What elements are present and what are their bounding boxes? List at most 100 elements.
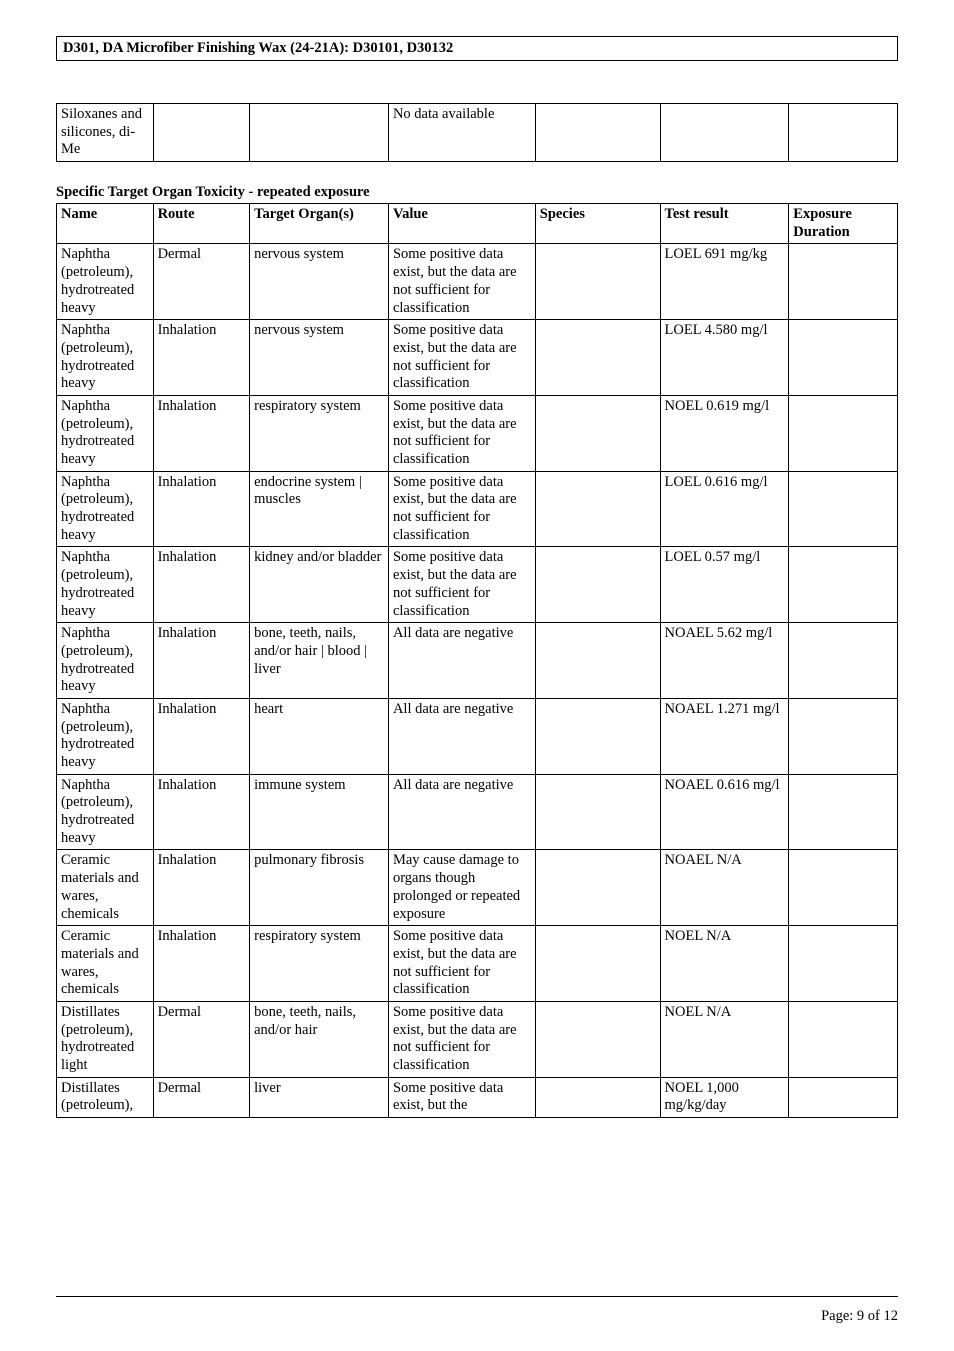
table-cell: Dermal — [153, 244, 250, 320]
table-cell: LOEL 4.580 mg/l — [660, 320, 789, 396]
page: D301, DA Microfiber Finishing Wax (24-21… — [0, 0, 954, 1351]
table-cell: NOAEL N/A — [660, 850, 789, 926]
table-cell — [535, 104, 660, 162]
table-cell — [153, 104, 250, 162]
table-row: Naphtha (petroleum), hydrotreated heavyI… — [57, 547, 898, 623]
table-cell: Inhalation — [153, 395, 250, 471]
table-cell: kidney and/or bladder — [250, 547, 389, 623]
table-cell — [789, 320, 898, 396]
section-heading: Specific Target Organ Toxicity - repeate… — [56, 184, 898, 201]
table-cell: pulmonary fibrosis — [250, 850, 389, 926]
table-row: Naphtha (petroleum), hydrotreated heavyI… — [57, 320, 898, 396]
table-header-cell: Route — [153, 204, 250, 244]
table-cell: heart — [250, 698, 389, 774]
table-cell: Dermal — [153, 1077, 250, 1117]
table-cell: immune system — [250, 774, 389, 850]
table-row: Distillates (petroleum), hydrotreated li… — [57, 1001, 898, 1077]
table-cell — [789, 926, 898, 1002]
table-cell: Inhalation — [153, 623, 250, 699]
table-cell: May cause damage to organs though prolon… — [388, 850, 535, 926]
table-cell: Naphtha (petroleum), hydrotreated heavy — [57, 244, 154, 320]
table-cell: NOEL N/A — [660, 1001, 789, 1077]
table-cell — [789, 623, 898, 699]
table-cell: Some positive data exist, but the data a… — [388, 320, 535, 396]
title-text: D301, DA Microfiber Finishing Wax (24-21… — [63, 40, 453, 56]
table-cell: Ceramic materials and wares, chemicals — [57, 926, 154, 1002]
table-cell — [535, 698, 660, 774]
table-cell — [535, 471, 660, 547]
table-cell: Naphtha (petroleum), hydrotreated heavy — [57, 774, 154, 850]
table-cell — [535, 774, 660, 850]
table-cell: Distillates (petroleum), — [57, 1077, 154, 1117]
main-table: NameRouteTarget Organ(s)ValueSpeciesTest… — [56, 203, 898, 1118]
table-cell: All data are negative — [388, 623, 535, 699]
table-cell — [535, 395, 660, 471]
table-cell: No data available — [388, 104, 535, 162]
table-cell — [535, 623, 660, 699]
table-cell: liver — [250, 1077, 389, 1117]
table-cell: Naphtha (petroleum), hydrotreated heavy — [57, 623, 154, 699]
footer-rule — [56, 1296, 898, 1297]
table-header-cell: Name — [57, 204, 154, 244]
table-cell: endocrine system | muscles — [250, 471, 389, 547]
table-cell: Inhalation — [153, 774, 250, 850]
table-cell: Naphtha (petroleum), hydrotreated heavy — [57, 320, 154, 396]
table-cell: Inhalation — [153, 850, 250, 926]
table-cell — [789, 1001, 898, 1077]
table-cell — [789, 547, 898, 623]
table-row: Naphtha (petroleum), hydrotreated heavyD… — [57, 244, 898, 320]
table-cell: Inhalation — [153, 926, 250, 1002]
table-cell — [789, 244, 898, 320]
table-cell: All data are negative — [388, 774, 535, 850]
table-cell: Ceramic materials and wares, chemicals — [57, 850, 154, 926]
table-cell — [789, 698, 898, 774]
table-cell: LOEL 0.616 mg/l — [660, 471, 789, 547]
table-cell: LOEL 691 mg/kg — [660, 244, 789, 320]
table-cell — [535, 850, 660, 926]
table-row: Distillates (petroleum),DermalliverSome … — [57, 1077, 898, 1117]
small-top-table: Siloxanes and silicones, di-Me No data av… — [56, 103, 898, 162]
table-header-cell: Value — [388, 204, 535, 244]
table-cell — [250, 104, 389, 162]
table-cell — [535, 320, 660, 396]
table-cell — [789, 850, 898, 926]
table-cell: Naphtha (petroleum), hydrotreated heavy — [57, 471, 154, 547]
table-cell: Siloxanes and silicones, di-Me — [57, 104, 154, 162]
table-cell: Some positive data exist, but the data a… — [388, 926, 535, 1002]
table-cell — [660, 104, 789, 162]
table-header-cell: Test result — [660, 204, 789, 244]
table-cell: Some positive data exist, but the data a… — [388, 395, 535, 471]
table-cell — [535, 1077, 660, 1117]
page-footer: Page: 9 of 12 — [821, 1308, 898, 1325]
table-cell: NOAEL 0.616 mg/l — [660, 774, 789, 850]
table-header-row: NameRouteTarget Organ(s)ValueSpeciesTest… — [57, 204, 898, 244]
table-cell: NOEL N/A — [660, 926, 789, 1002]
table-cell: Some positive data exist, but the data a… — [388, 1001, 535, 1077]
table-row: Ceramic materials and wares, chemicalsIn… — [57, 926, 898, 1002]
table-cell: respiratory system — [250, 926, 389, 1002]
table-cell: Naphtha (petroleum), hydrotreated heavy — [57, 395, 154, 471]
table-cell — [535, 926, 660, 1002]
title-box: D301, DA Microfiber Finishing Wax (24-21… — [56, 36, 898, 61]
table-cell: bone, teeth, nails, and/or hair | blood … — [250, 623, 389, 699]
table-cell: Inhalation — [153, 698, 250, 774]
table-cell — [789, 774, 898, 850]
table-cell: Some positive data exist, but the data a… — [388, 244, 535, 320]
table-cell — [789, 395, 898, 471]
table-cell: bone, teeth, nails, and/or hair — [250, 1001, 389, 1077]
table-cell: Some positive data exist, but the data a… — [388, 471, 535, 547]
table-header-cell: Target Organ(s) — [250, 204, 389, 244]
table-cell: NOAEL 5.62 mg/l — [660, 623, 789, 699]
table-cell: All data are negative — [388, 698, 535, 774]
table-cell — [789, 104, 898, 162]
table-header-cell: Exposure Duration — [789, 204, 898, 244]
table-cell: LOEL 0.57 mg/l — [660, 547, 789, 623]
table-row: Naphtha (petroleum), hydrotreated heavyI… — [57, 623, 898, 699]
table-row: Naphtha (petroleum), hydrotreated heavyI… — [57, 395, 898, 471]
table-row: Naphtha (petroleum), hydrotreated heavyI… — [57, 698, 898, 774]
table-cell: Inhalation — [153, 320, 250, 396]
table-cell: nervous system — [250, 244, 389, 320]
table-cell — [535, 244, 660, 320]
table-cell: Inhalation — [153, 471, 250, 547]
table-cell — [789, 471, 898, 547]
